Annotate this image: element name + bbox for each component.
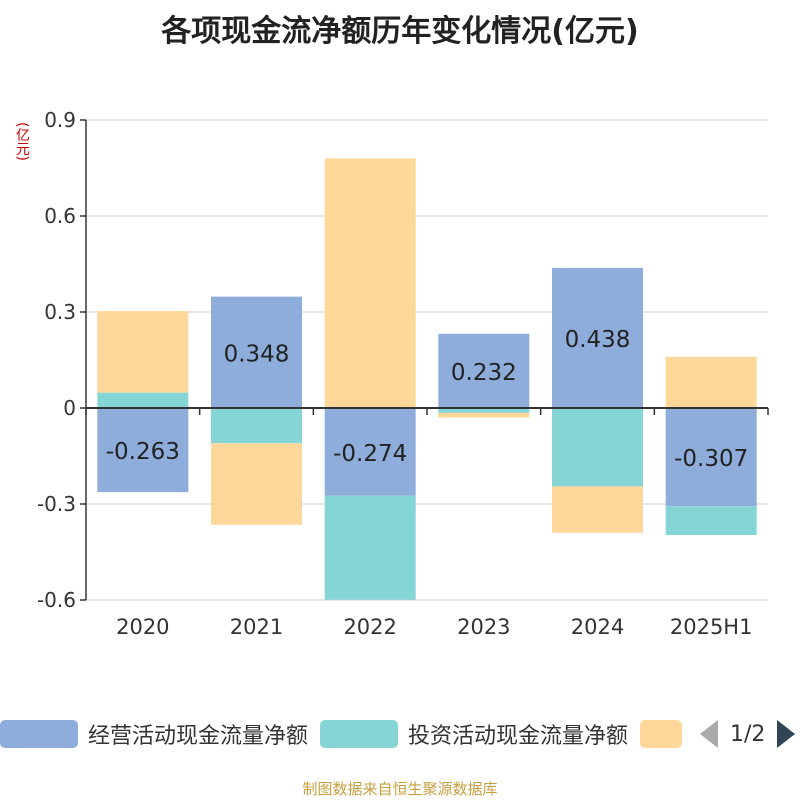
y-axis-unit: (亿元) (14, 122, 30, 161)
data-label-operating: -0.263 (106, 439, 180, 465)
y-tick-label: 0 (63, 396, 76, 420)
y-tick-label: -0.6 (37, 588, 76, 612)
data-label-operating: -0.274 (333, 441, 407, 467)
legend-label-investing: 投资活动现金流量净额 (408, 724, 629, 749)
legend-swatch-operating (0, 720, 78, 748)
data-label-operating: -0.307 (674, 446, 748, 472)
stacked-bar-chart: -0.6 -0.3 0 0.3 0.6 0.9 -0.263 0.348 -0.274 0.232… (37, 108, 769, 639)
legend-item-operating[interactable]: 经营活动现金流量净额 (0, 716, 308, 752)
y-tick-label: 0.9 (44, 108, 76, 132)
bar-operating (552, 267, 643, 408)
bar-investing (97, 392, 189, 408)
bar-financing (665, 356, 757, 408)
y-tick-label: 0.3 (44, 300, 76, 324)
bar-operating (97, 408, 189, 493)
bar-financing (97, 311, 189, 393)
data-label-operating: 0.348 (224, 341, 290, 367)
x-tick-label: 2021 (230, 615, 283, 639)
x-tick-label: 2023 (457, 615, 510, 639)
x-tick-label: 2025H1 (670, 615, 753, 639)
legend-swatch-financing (640, 720, 682, 748)
bar-investing (438, 408, 530, 413)
bar-operating (211, 296, 302, 408)
legend-page-indicator: 1/2 (730, 721, 766, 747)
legend: 经营活动现金流量净额 投资活动现金流量净额 1/2 (0, 716, 800, 752)
bar-investing (211, 408, 302, 444)
bar-financing (324, 158, 416, 408)
bar-investing (324, 495, 416, 600)
bar-operating (324, 408, 416, 496)
x-tick-label: 2020 (116, 615, 169, 639)
bar-investing (552, 408, 643, 487)
legend-label-operating: 经营活动现金流量净额 (88, 724, 309, 749)
bar-financing (552, 486, 643, 533)
legend-item-financing[interactable] (640, 716, 682, 752)
bar-operating (438, 333, 530, 408)
legend-item-investing[interactable]: 投资活动现金流量净额 (320, 716, 628, 752)
legend-swatch-investing (320, 720, 398, 748)
bar-financing (211, 443, 302, 525)
y-tick-label: 0.6 (44, 204, 76, 228)
bar-financing (438, 412, 530, 418)
y-tick-label: -0.3 (37, 492, 76, 516)
x-tick-label: 2022 (343, 615, 396, 639)
data-source-note: 制图数据来自恒生聚源数据库 (302, 780, 498, 798)
data-label-operating: 0.438 (565, 327, 631, 353)
bar-investing (665, 506, 757, 536)
legend-pager: 1/2 (700, 716, 796, 752)
prev-page-arrow-icon[interactable] (700, 720, 718, 748)
x-tick-label: 2024 (571, 615, 624, 639)
chart-title: 各项现金流净额历年变化情况(亿元) (161, 14, 639, 49)
bar-operating (665, 408, 757, 507)
data-label-operating: 0.232 (451, 360, 517, 386)
next-page-arrow-icon[interactable] (777, 720, 796, 748)
